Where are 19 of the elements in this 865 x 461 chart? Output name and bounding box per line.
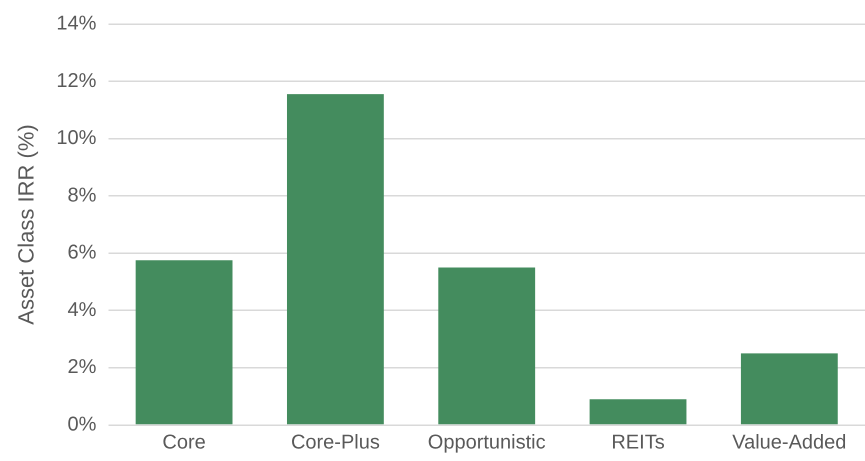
bar (740, 353, 838, 424)
y-tick-label: 14% (56, 12, 97, 35)
y-tick-label: 10% (56, 127, 97, 150)
y-tick-label: 0% (68, 414, 97, 436)
bar (286, 94, 384, 424)
x-tick-label: Value-Added (732, 432, 846, 454)
bar (590, 399, 686, 424)
y-tick-label: 12% (56, 70, 97, 92)
y-tick-label: 6% (68, 242, 97, 264)
y-tick-label: 2% (68, 356, 97, 378)
x-tick-label: Core-Plus (290, 432, 380, 454)
bar (438, 267, 536, 424)
y-tick-label: 8% (68, 184, 97, 206)
x-tick-label: REITs (611, 432, 665, 454)
bar (136, 260, 233, 424)
x-tick-label: Core (162, 432, 206, 454)
y-tick-label: 4% (68, 298, 97, 321)
y-axis-title: Asset Class IRR (%) (13, 124, 38, 325)
x-tick-label: Opportunistic (428, 432, 546, 454)
